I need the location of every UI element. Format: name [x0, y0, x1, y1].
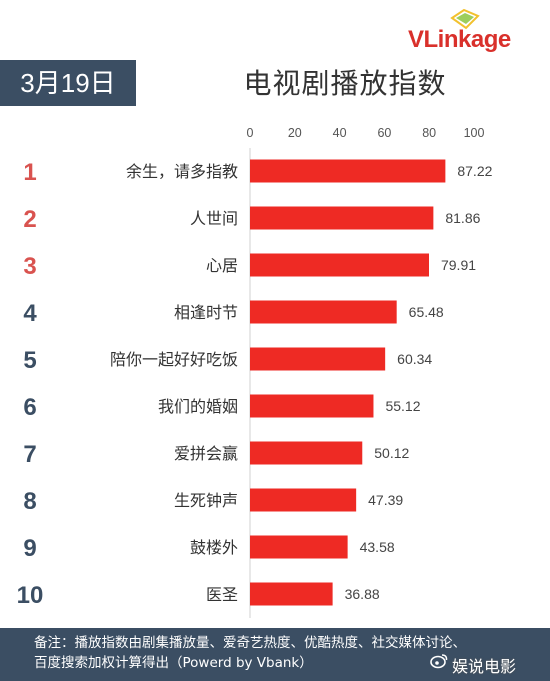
value-label: 65.48	[409, 304, 444, 320]
rank-number: 4	[23, 300, 37, 327]
category-label: 爱拼会赢	[174, 444, 238, 463]
rank-number: 7	[23, 441, 36, 468]
x-tick-label: 20	[288, 126, 302, 140]
category-label: 相逢时节	[174, 303, 238, 322]
value-label: 47.39	[368, 492, 403, 508]
weibo-icon	[430, 654, 448, 669]
value-label: 79.91	[441, 257, 476, 273]
x-tick-label: 100	[464, 126, 485, 140]
value-label: 50.12	[374, 445, 409, 461]
watermark: 娱说电影	[430, 653, 517, 677]
bar	[250, 159, 446, 183]
x-tick-label: 80	[422, 126, 436, 140]
x-tick-label: 0	[247, 126, 254, 140]
footer-line-2: 百度搜索加权计算得出（Powerd by Vbank）	[34, 655, 313, 671]
value-label: 43.58	[360, 539, 395, 555]
vlinkage-logo: VLinkage	[408, 8, 538, 54]
bar	[250, 253, 429, 277]
bar	[250, 347, 386, 371]
bar	[250, 441, 363, 465]
rank-number: 8	[23, 488, 36, 515]
category-label: 人世间	[190, 209, 238, 228]
bar	[250, 582, 333, 606]
page-title: 电视剧播放指数	[243, 67, 447, 100]
logo-mark-icon	[450, 8, 480, 30]
category-label: 生死钟声	[174, 491, 238, 510]
value-label: 81.86	[445, 210, 480, 226]
bar	[250, 394, 374, 418]
category-label: 医圣	[206, 585, 238, 604]
value-label: 60.34	[397, 351, 432, 367]
value-label: 36.88	[345, 586, 380, 602]
category-label: 鼓楼外	[190, 538, 238, 557]
bar	[250, 488, 357, 512]
value-label: 87.22	[457, 163, 492, 179]
category-label: 余生，请多指教	[126, 162, 238, 181]
bar-chart: 0 20 40 60 80 100 1 余生，请多指教 87.22 2 人世间 81.86 3 心居 79.…	[17, 126, 493, 618]
bar	[250, 300, 397, 324]
rank-number: 5	[23, 347, 36, 374]
rank-number: 3	[23, 253, 36, 280]
x-tick-label: 60	[377, 126, 391, 140]
watermark-text: 娱说电影	[452, 657, 517, 676]
category-label: 我们的婚姻	[158, 397, 238, 416]
logo-text: VLinkage	[408, 26, 511, 53]
rank-number: 1	[23, 159, 36, 186]
footer-line-1: 备注：播放指数由剧集播放量、爱奇艺热度、优酷热度、社交媒体讨论、	[34, 635, 466, 651]
bar	[250, 206, 434, 230]
category-label: 心居	[206, 256, 238, 275]
rank-number: 2	[23, 206, 36, 233]
footer-note: 备注：播放指数由剧集播放量、爱奇艺热度、优酷热度、社交媒体讨论、 百度搜索加权计…	[0, 628, 550, 681]
category-label: 陪你一起好好吃饭	[110, 350, 238, 369]
value-label: 55.12	[385, 398, 420, 414]
date-label: 3月19日	[0, 60, 136, 106]
x-tick-label: 40	[333, 126, 347, 140]
rank-number: 6	[23, 394, 36, 421]
rank-number: 9	[23, 535, 36, 562]
bar	[250, 535, 348, 559]
rank-number: 10	[17, 582, 44, 609]
